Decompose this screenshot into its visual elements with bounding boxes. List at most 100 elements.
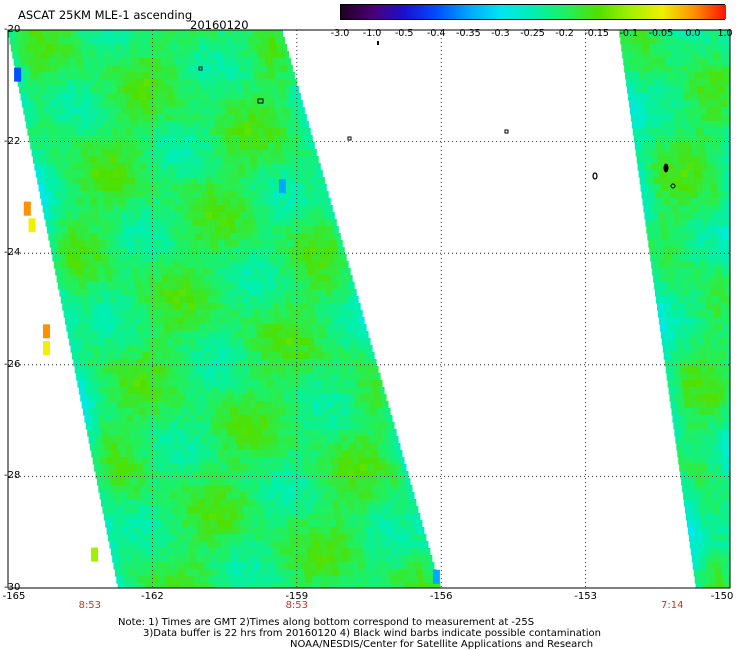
swath-cell (718, 86, 726, 94)
swath-cell (249, 576, 257, 584)
swath-cell (298, 191, 307, 199)
swath-cell (676, 289, 684, 297)
swath-cell (112, 205, 121, 213)
swath-cell (226, 177, 234, 185)
swath-cell (258, 233, 266, 241)
swath-cell (695, 128, 704, 136)
swath-cell (252, 450, 260, 458)
swath-cell (315, 170, 323, 178)
swath-cell (301, 135, 310, 143)
swath-cell (303, 177, 311, 185)
swath-cell (117, 583, 126, 588)
swath-cell (715, 170, 724, 178)
swath-cell (352, 282, 355, 290)
swath-cell (673, 373, 682, 381)
swath-cell (127, 422, 136, 430)
swath-cell (717, 485, 725, 493)
swath-cell (301, 555, 309, 563)
swath-cell (120, 422, 129, 430)
swath-cell (188, 198, 196, 206)
swath-cell (655, 86, 663, 94)
swath-cell (138, 121, 146, 129)
swath-cell (654, 135, 663, 143)
swath-cell (155, 30, 163, 38)
swath-cell (248, 184, 257, 192)
swath-cell (207, 506, 215, 514)
swath-cell (60, 296, 69, 304)
swath-cell (267, 30, 275, 38)
swath-cell (294, 170, 303, 178)
swath-cell (318, 184, 327, 192)
swath-cell (213, 254, 221, 262)
swath-cell (300, 373, 308, 381)
swath-cell (300, 198, 308, 206)
swath-cell (693, 261, 701, 269)
swath-cell (411, 548, 420, 556)
swath-cell (400, 562, 409, 570)
swath-cell (705, 149, 714, 157)
swath-cell (645, 65, 653, 73)
swath-cell (73, 254, 81, 262)
swath-cell (17, 44, 26, 52)
swath-cell (212, 247, 220, 255)
swath-cell (728, 569, 730, 577)
swath-cell (268, 177, 276, 185)
swath-cell (321, 198, 329, 206)
swath-cell (94, 79, 103, 87)
swath-cell (295, 422, 304, 430)
swath-cell (303, 569, 312, 577)
swath-cell (650, 156, 659, 164)
swath-cell (699, 310, 708, 318)
swath-cell (186, 436, 195, 444)
swath-cell (195, 233, 203, 241)
swath-cell (125, 303, 133, 311)
swath-cell (317, 247, 325, 255)
swath-cell (322, 345, 331, 353)
swath-cell (88, 261, 97, 269)
swath-cell (257, 156, 265, 164)
swath-cell (403, 541, 411, 549)
swath-cell (700, 261, 708, 269)
swath-cell (686, 317, 695, 325)
swath-cell (277, 541, 285, 549)
island-outline (504, 129, 509, 134)
swath-cell (256, 506, 264, 514)
swath-cell (684, 198, 693, 206)
swath-cell (364, 485, 372, 493)
swath-cell (151, 366, 160, 374)
swath-cell (715, 121, 724, 129)
swath-cell (248, 499, 256, 507)
swath-cell (26, 121, 34, 129)
swath-cell (134, 387, 143, 395)
swath-cell (231, 170, 240, 178)
swath-cell (347, 331, 356, 339)
swath-cell (261, 72, 269, 80)
swath-cell (153, 128, 161, 136)
swath-cell (680, 422, 688, 430)
swath-cell (98, 65, 107, 73)
swath-cell (284, 191, 293, 199)
swath-cell (139, 233, 147, 241)
swath-cell (249, 401, 258, 409)
swath-cell (718, 289, 726, 297)
swath-cell (235, 366, 244, 374)
swath-cell (206, 79, 215, 87)
swath-cell (397, 443, 401, 451)
swath-cell (202, 268, 210, 276)
swath-cell (283, 534, 291, 542)
swath-cell (67, 331, 76, 339)
swath-cell (723, 177, 730, 185)
swath-cell (370, 373, 378, 381)
swath-cell (295, 317, 304, 325)
swath-cell (339, 464, 347, 472)
swath-cell (73, 289, 81, 297)
swath-cell (26, 86, 34, 94)
swath-cell (291, 366, 300, 374)
swath-cell (93, 142, 101, 150)
swath-cell (53, 226, 62, 234)
swath-cell (178, 79, 187, 87)
swath-cell (66, 254, 74, 262)
swath-cell (244, 163, 252, 171)
swath-cell (275, 282, 283, 290)
swath-cell (697, 240, 705, 248)
